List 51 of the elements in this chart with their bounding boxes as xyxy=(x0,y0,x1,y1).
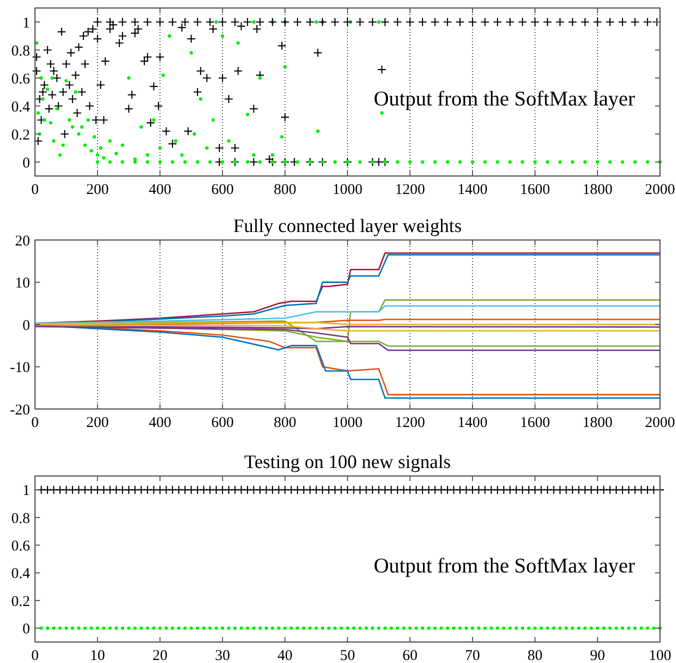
x-tick-label: 1600 xyxy=(520,415,550,431)
y-tick-label: 0.8 xyxy=(11,510,30,527)
x-tick-label: 90 xyxy=(590,648,605,663)
x-tick-label: 1000 xyxy=(332,182,362,198)
x-tick-label: 800 xyxy=(274,182,296,198)
x-tick-label: 1000 xyxy=(332,415,362,431)
y-tick-label: 1 xyxy=(22,483,30,500)
x-tick-label: 1200 xyxy=(395,415,425,431)
y-tick-label: -10 xyxy=(10,360,30,376)
y-tick-label: 0 xyxy=(22,318,30,334)
x-tick-label: 800 xyxy=(274,415,296,431)
x-tick-label: 600 xyxy=(211,182,234,198)
x-tick-label: 100 xyxy=(648,648,672,663)
annotation: Output from the SoftMax layer xyxy=(374,86,636,110)
y-tick-label: 0.6 xyxy=(11,538,30,554)
x-tick-label: 600 xyxy=(211,415,234,431)
y-tick-label: -20 xyxy=(10,402,30,418)
y-tick-label: 0.4 xyxy=(11,99,30,116)
x-tick-label: 200 xyxy=(86,415,109,431)
y-tick-label: 20 xyxy=(15,233,30,250)
y-tick-label: 0 xyxy=(22,155,30,172)
x-tick-label: 50 xyxy=(340,648,355,663)
x-tick-label: 1200 xyxy=(395,182,425,198)
y-tick-label: 0.2 xyxy=(11,127,30,144)
x-tick-label: 30 xyxy=(215,648,230,663)
x-tick-label: 1600 xyxy=(520,182,550,198)
x-tick-label: 200 xyxy=(86,182,109,198)
x-tick-label: 1400 xyxy=(458,182,488,198)
annotation: Output from the SoftMax layer xyxy=(374,553,636,578)
x-tick-label: 400 xyxy=(148,415,172,431)
y-tick-label: 0.2 xyxy=(11,594,30,610)
y-tick-label: 0 xyxy=(22,621,30,638)
x-tick-label: 2000 xyxy=(645,182,675,198)
x-tick-label: 70 xyxy=(465,648,480,663)
y-tick-label: 10 xyxy=(15,276,30,292)
x-tick-label: 1800 xyxy=(582,182,612,198)
x-tick-label: 10 xyxy=(90,648,105,663)
x-tick-label: 1800 xyxy=(582,415,612,431)
x-tick-label: 1400 xyxy=(458,415,488,431)
x-tick-label: 20 xyxy=(152,648,168,663)
y-tick-label: 0.6 xyxy=(11,71,30,88)
x-tick-label: 40 xyxy=(278,648,292,663)
x-tick-label: 400 xyxy=(148,182,172,198)
y-tick-label: 0.8 xyxy=(11,43,30,60)
x-tick-label: 2000 xyxy=(645,415,675,431)
chart-title: Fully connected layer weights xyxy=(233,216,462,237)
y-tick-label: 1 xyxy=(22,15,30,32)
y-tick-label: 0.4 xyxy=(11,566,30,582)
chart-title: Testing on 100 new signals xyxy=(244,452,451,473)
x-tick-label: 80 xyxy=(528,648,542,663)
x-tick-label: 60 xyxy=(402,648,418,663)
